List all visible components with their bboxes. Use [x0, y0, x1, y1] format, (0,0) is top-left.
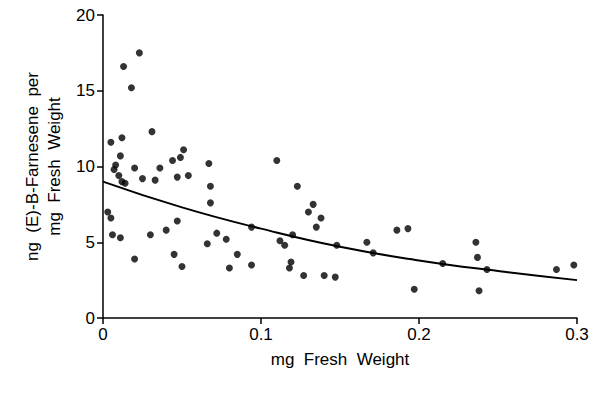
- svg-text:0: 0: [86, 309, 95, 328]
- svg-text:mg Fresh Weight: mg Fresh Weight: [45, 97, 64, 236]
- svg-text:5: 5: [86, 233, 95, 252]
- svg-text:0.3: 0.3: [565, 325, 589, 344]
- svg-text:10: 10: [76, 157, 95, 176]
- svg-text:0.2: 0.2: [407, 325, 431, 344]
- svg-text:mg Fresh Weight: mg Fresh Weight: [271, 350, 410, 369]
- svg-text:20: 20: [76, 6, 95, 25]
- svg-text:ng (E)-B-Farnesene per: ng (E)-B-Farnesene per: [23, 72, 42, 261]
- svg-text:0: 0: [98, 325, 107, 344]
- svg-text:15: 15: [76, 81, 95, 100]
- svg-text:0.1: 0.1: [249, 325, 273, 344]
